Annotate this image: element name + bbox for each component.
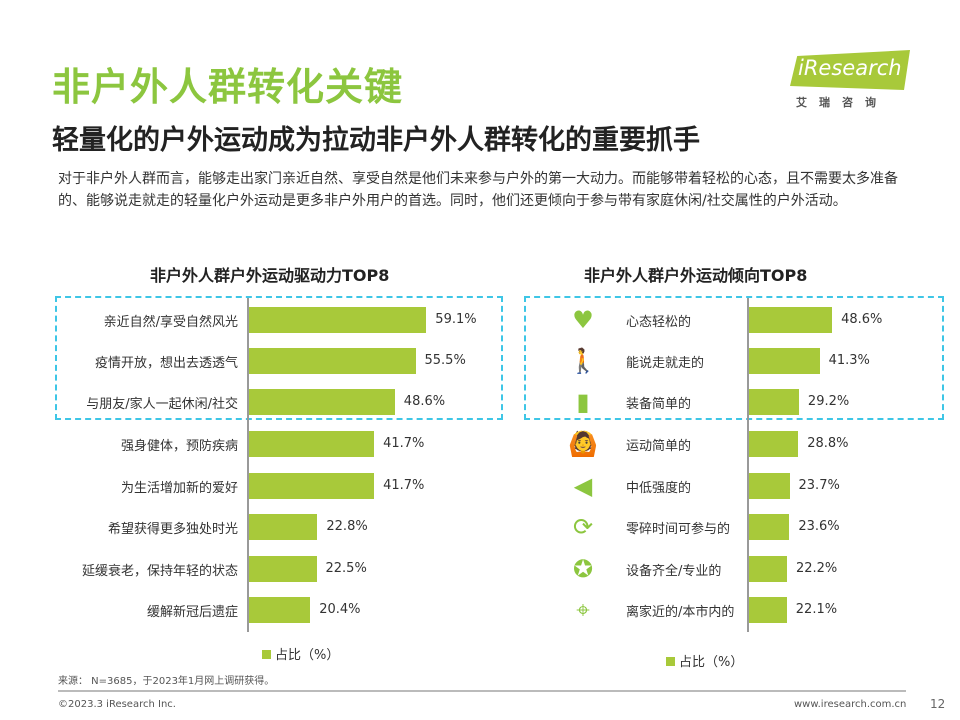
data-label: 28.8%: [807, 436, 849, 451]
bar: [749, 514, 790, 540]
stretching-person-icon: 🙆: [568, 430, 598, 458]
legend-label: 占比（%）: [275, 648, 340, 663]
bar: [249, 307, 427, 333]
bar: [749, 307, 833, 333]
data-label: 59.1%: [435, 312, 477, 327]
intro-text: 对于非户外人群而言，能够走出家门亲近自然、享受自然是他们未来参与户外的第一大动力…: [58, 171, 898, 209]
highlight-box-right: [524, 296, 944, 420]
copyright: ©2023.3 iResearch Inc.: [58, 699, 176, 710]
legend-label: 占比（%）: [679, 655, 744, 670]
legend-left: 占比（%）: [262, 644, 339, 663]
data-label: 23.7%: [798, 478, 840, 493]
data-label: 20.4%: [319, 602, 361, 617]
bag-icon: ▮: [576, 388, 590, 416]
category-label: 疫情开放，想出去透透气: [94, 356, 238, 371]
data-label: 22.5%: [325, 561, 367, 576]
bar: [249, 556, 317, 582]
legend-right: 占比（%）: [666, 651, 743, 670]
bar: [749, 597, 787, 623]
highlight-box-left: [55, 296, 503, 420]
location-pin-icon: ⌖: [576, 596, 590, 624]
category-label: 强身健体，预防疾病: [120, 439, 238, 454]
chart-right-title: 非户外人群户外运动倾向TOP8: [584, 266, 808, 285]
category-label: 运动简单的: [626, 439, 692, 454]
category-label: 希望获得更多独处时光: [107, 522, 238, 537]
category-label: 心态轻松的: [626, 315, 692, 330]
category-label: 装备简单的: [626, 397, 692, 412]
category-label: 离家近的/本市内的: [626, 605, 735, 620]
data-label: 41.7%: [383, 436, 425, 451]
bar: [749, 556, 787, 582]
logo-cn: 艾瑞咨询: [796, 96, 888, 109]
footer-divider: [58, 690, 906, 692]
bar: [249, 431, 375, 457]
source-note: 来源： N=3685，于2023年1月网上调研获得。: [58, 676, 275, 687]
data-label: 23.6%: [798, 519, 840, 534]
bar: [749, 348, 820, 374]
24h-clock-icon: ⟳: [572, 513, 594, 541]
award-badge-icon: ✪: [572, 555, 594, 583]
bar: [249, 389, 395, 415]
website-link[interactable]: www.iresearch.com.cn: [794, 699, 907, 710]
page-title: 非户外人群转化关键: [52, 65, 404, 109]
category-label: 能说走就走的: [626, 356, 705, 371]
legend-swatch: [262, 650, 271, 659]
data-label: 48.6%: [841, 312, 883, 327]
bar: [749, 473, 790, 499]
category-label: 设备齐全/专业的: [626, 564, 722, 579]
legend-swatch: [666, 657, 675, 666]
category-label: 延缓衰老，保持年轻的状态: [81, 564, 238, 579]
iresearch-logo: iResearch: [790, 50, 910, 90]
axis-right: [747, 298, 749, 632]
data-label: 48.6%: [403, 394, 446, 409]
bar: [749, 431, 799, 457]
heart-icon: ♥: [572, 306, 594, 334]
data-label: 22.1%: [795, 602, 838, 617]
chart-left-title: 非户外人群户外运动驱动力TOP8: [150, 266, 390, 285]
bar: [249, 348, 416, 374]
category-label: 为生活增加新的爱好: [120, 481, 238, 496]
category-label: 与朋友/家人一起休闲/社交: [86, 397, 238, 412]
category-label: 零碎时间可参与的: [626, 522, 731, 537]
data-label: 29.2%: [807, 394, 850, 409]
category-label: 中低强度的: [626, 481, 692, 496]
bar: [249, 514, 318, 540]
data-label: 22.2%: [795, 561, 838, 576]
data-label: 41.7%: [383, 478, 425, 493]
data-label: 22.8%: [326, 519, 368, 534]
bar: [249, 597, 311, 623]
category-label: 亲近自然/享受自然风光: [103, 315, 238, 330]
data-label: 41.3%: [828, 353, 870, 368]
page-subtitle: 轻量化的户外运动成为拉动非户外人群转化的重要抓手: [52, 125, 700, 156]
axis-left: [247, 298, 249, 632]
bar: [749, 389, 799, 415]
sound-icon: ◀: [573, 472, 593, 500]
bar: [249, 473, 375, 499]
category-label: 缓解新冠后遗症: [146, 605, 238, 620]
page-number: 12: [930, 697, 946, 711]
data-label: 55.5%: [424, 353, 466, 368]
hiker-icon: 🚶: [568, 347, 598, 375]
